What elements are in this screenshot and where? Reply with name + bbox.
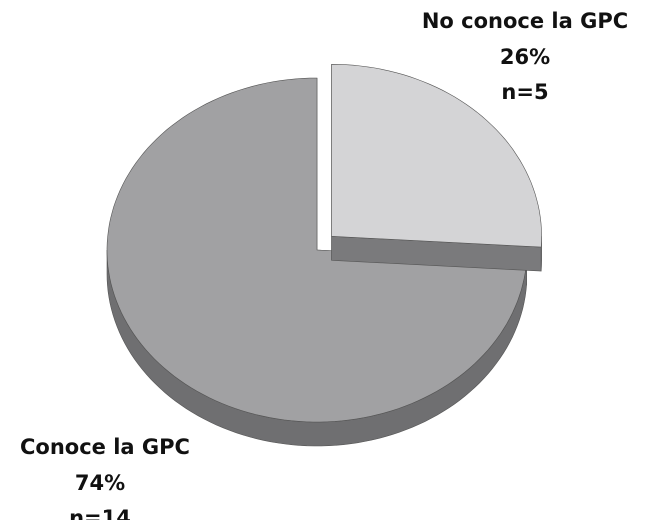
slice <box>331 63 542 248</box>
slice-label: Conoce la GPC <box>20 435 190 459</box>
slice-label: No conoce la GPC <box>422 9 628 33</box>
value-label: 26% <box>500 45 550 69</box>
value-label: 74% <box>75 471 125 495</box>
slice <box>106 77 527 423</box>
count-label: n=14 <box>69 506 131 520</box>
count-label: n=5 <box>501 80 548 104</box>
